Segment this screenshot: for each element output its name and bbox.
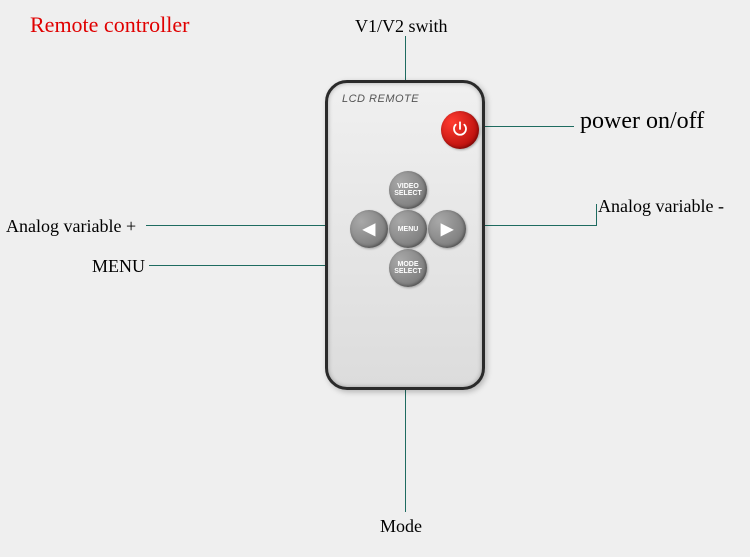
right-arrow-button[interactable]: ▶ [428,210,466,248]
left-arrow-button[interactable]: ◀ [350,210,388,248]
callout-power: power on/off [580,108,704,135]
diagram-title: Remote controller [30,12,189,38]
triangle-right-icon: ▶ [441,226,453,233]
button-label: MENU [398,226,419,233]
mode-select-button[interactable]: MODE SELECT [389,249,427,287]
remote-brand-label: LCD REMOTE [342,93,419,105]
leader-line [596,204,597,226]
callout-analog-minus: Analog variable - [598,196,724,217]
menu-button[interactable]: MENU [389,210,427,248]
callout-mode: Mode [380,516,422,537]
triangle-left-icon: ◀ [363,226,375,233]
power-button[interactable] [441,111,479,149]
button-label: MODE SELECT [394,261,422,275]
callout-analog-plus: Analog variable + [6,216,136,237]
callout-menu: MENU [92,256,145,277]
video-select-button[interactable]: VIDEO SELECT [389,171,427,209]
callout-v1v2: V1/V2 swith [355,16,448,37]
button-label: VIDEO SELECT [394,183,422,197]
remote-body: LCD REMOTE VIDEO SELECT ◀ MENU ▶ MODE SE… [325,80,485,390]
power-icon [451,120,469,140]
leader-line [470,126,574,127]
